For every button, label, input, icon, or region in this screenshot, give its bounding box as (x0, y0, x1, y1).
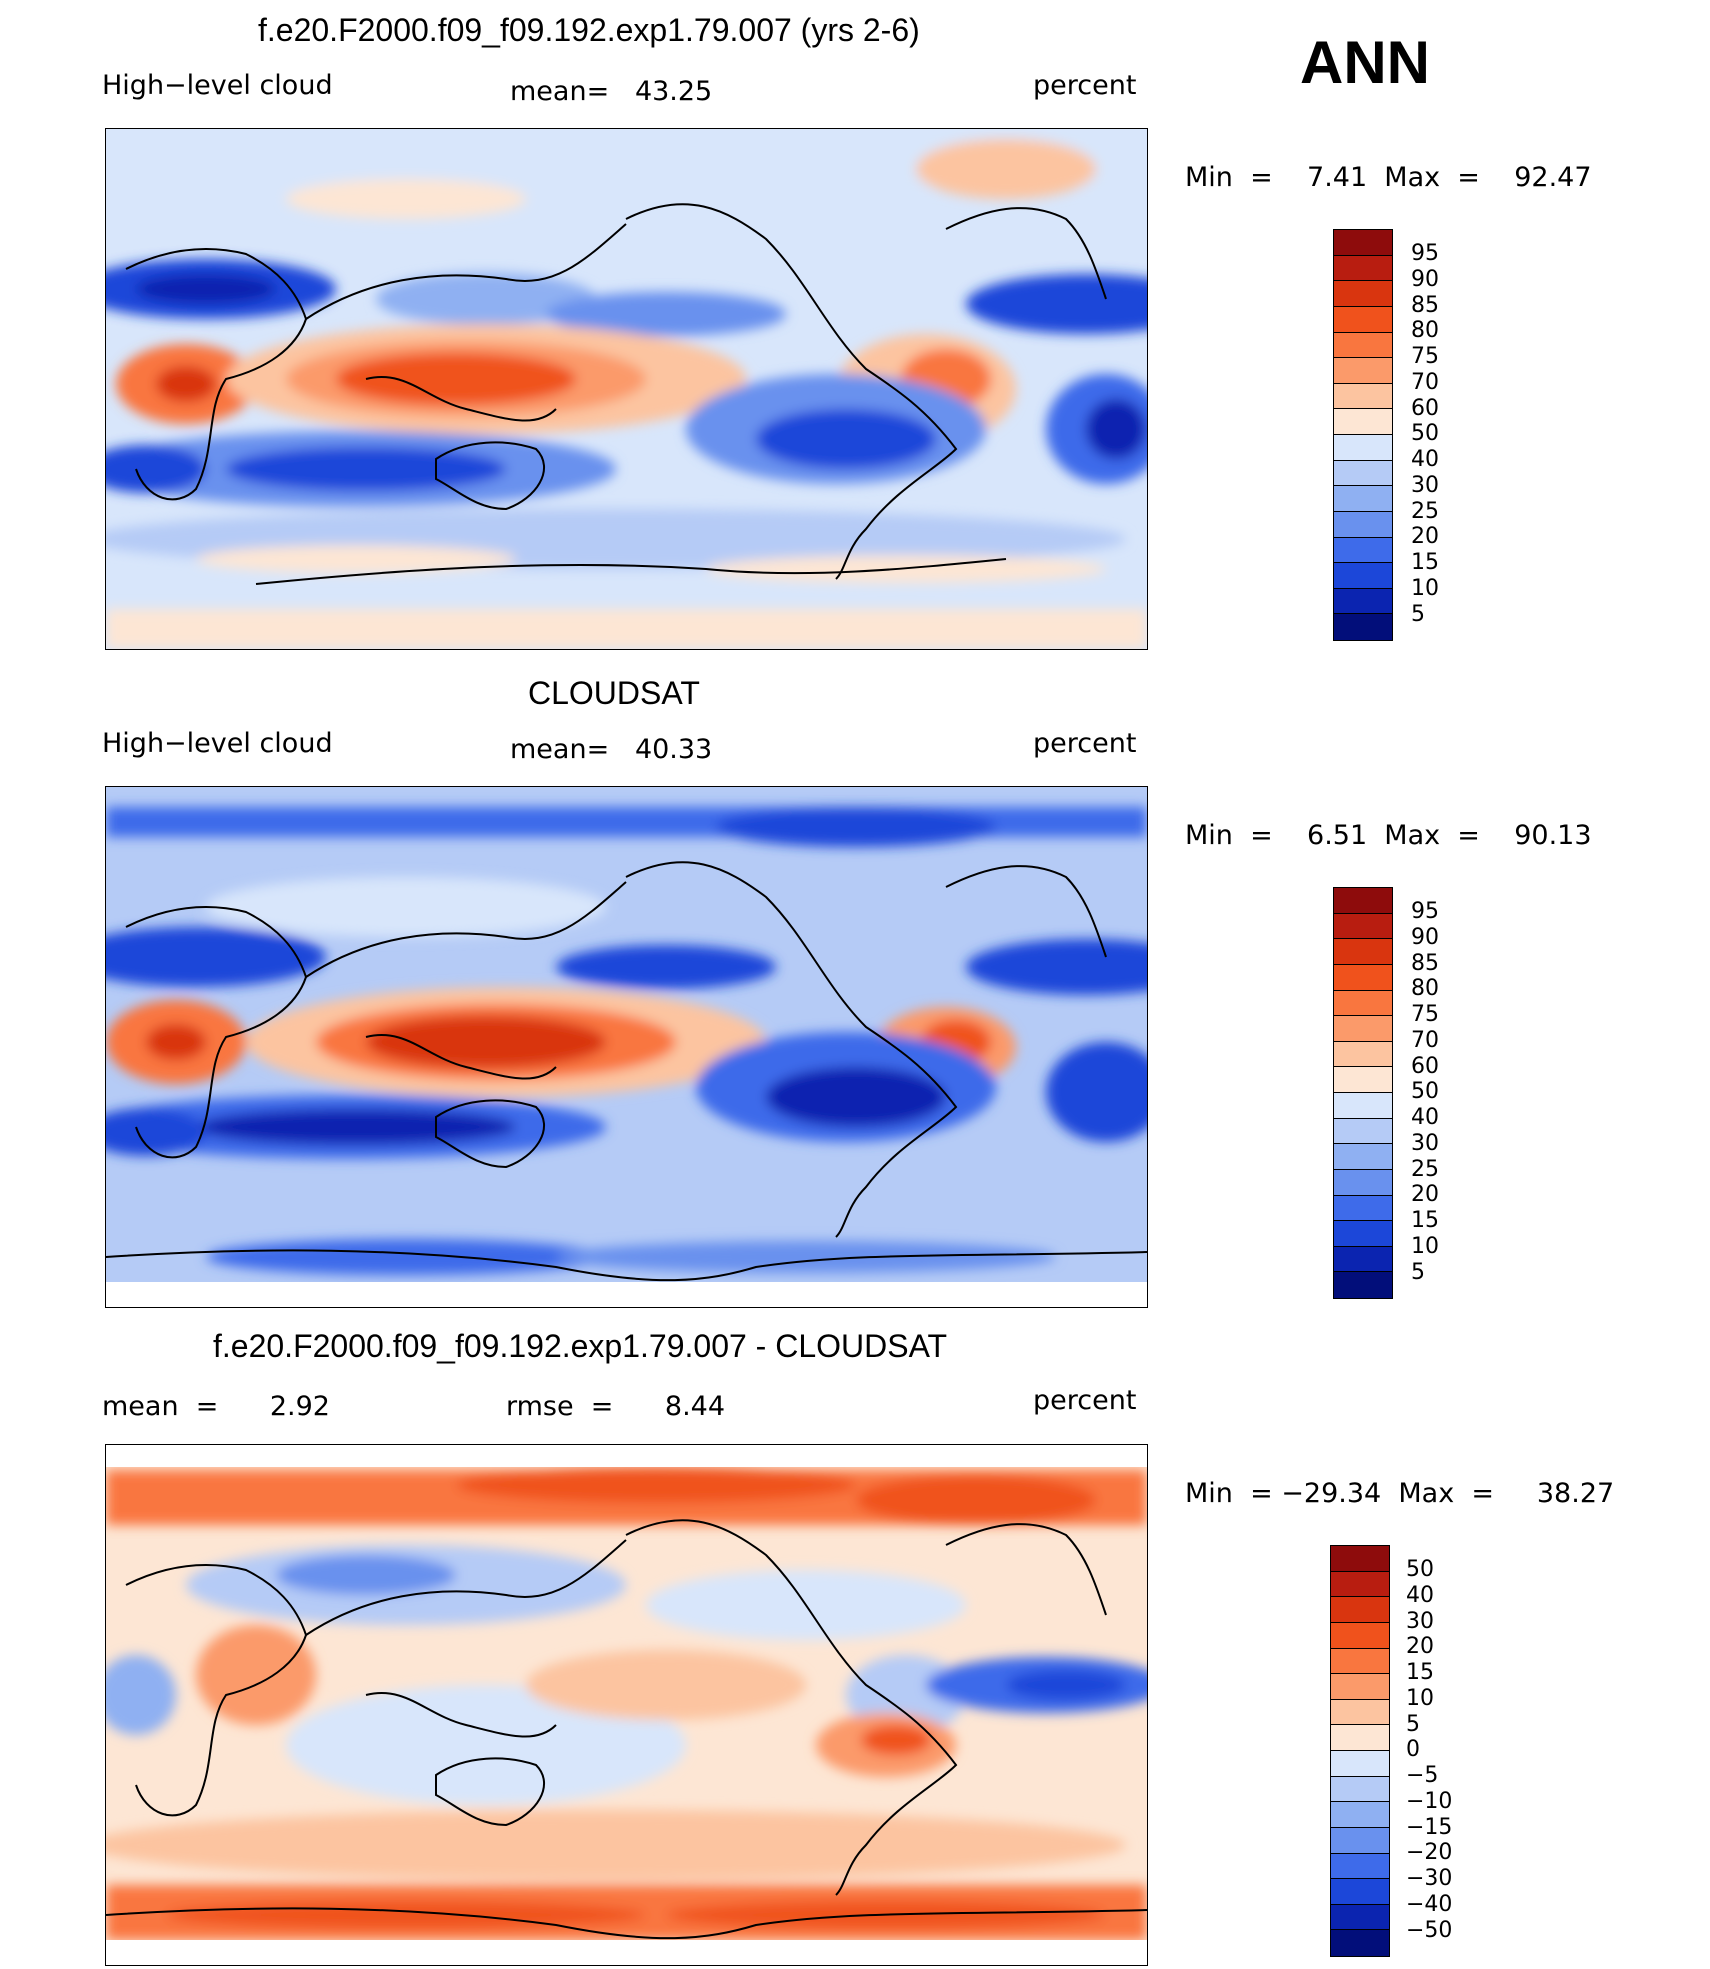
colorbar-tick-label: 80 (1411, 976, 1439, 1002)
panel-2-minmax: Min = 6.51 Max = 90.13 (1185, 820, 1592, 851)
colorbar-tick-label: 70 (1411, 1027, 1439, 1053)
colorbar-tick-label: 20 (1411, 1182, 1439, 1208)
colorbar-tick-label: −20 (1406, 1840, 1453, 1866)
colorbar-tick-label: 40 (1411, 1105, 1439, 1130)
panel-1-units-label: percent (1033, 70, 1137, 101)
colorbar-tick-label: 30 (1406, 1608, 1434, 1634)
colorbar-tick-label: 75 (1411, 1002, 1439, 1027)
panel-1-mean-label: mean= 43.25 (510, 76, 713, 107)
colorbar-tick-label: 20 (1411, 524, 1439, 550)
colorbar-tick-label: 10 (1411, 1233, 1439, 1259)
colorbar-tick-label: 70 (1411, 369, 1439, 395)
panel-1-title: f.e20.F2000.f09_f09.192.exp1.79.007 (yrs… (258, 12, 920, 48)
colorbar-tick-label: −40 (1406, 1891, 1453, 1917)
colorbar-tick-label: 5 (1411, 1259, 1425, 1285)
colorbar-tick-label: 30 (1411, 472, 1439, 498)
colorbar-tick-label: 60 (1411, 1053, 1439, 1079)
colorbar-tick-label: 90 (1411, 924, 1439, 950)
season-label: ANN (1300, 29, 1430, 96)
colorbar-tick-label: 15 (1406, 1660, 1434, 1685)
panel-1-map (105, 128, 1148, 650)
colorbar-tick-label: 50 (1406, 1557, 1434, 1582)
panel-2-mean-label: mean= 40.33 (510, 734, 713, 765)
colorbar-tick-label: 50 (1411, 421, 1439, 447)
colorbar-tick-label: 5 (1411, 601, 1425, 627)
colorbar-tick-label: 15 (1411, 1208, 1439, 1233)
colorbar-tick-label: −15 (1406, 1814, 1453, 1840)
colorbar-tick-label: 30 (1411, 1130, 1439, 1156)
panel-2-units-label: percent (1033, 728, 1137, 759)
panel-3-minmax: Min = −29.34 Max = 38.27 (1185, 1478, 1615, 1509)
colorbar-tick-label: 90 (1411, 266, 1439, 292)
colorbar-tick-label: 75 (1411, 344, 1439, 369)
colorbar-tick-label: 85 (1411, 950, 1439, 976)
colorbar-tick-label: −50 (1406, 1917, 1453, 1943)
panel-2-colorbar (1333, 887, 1393, 1299)
panel-3-units-label: percent (1033, 1385, 1137, 1416)
colorbar-tick-label: 15 (1411, 550, 1439, 575)
colorbar-tick-label: −10 (1406, 1788, 1453, 1814)
colorbar-tick-label: 10 (1406, 1685, 1434, 1711)
colorbar-tick-label: 50 (1411, 1079, 1439, 1105)
panel-2-title: CLOUDSAT (528, 675, 700, 711)
panel-2-variable-label: High−level cloud (102, 728, 333, 759)
panel-1-minmax: Min = 7.41 Max = 92.47 (1185, 162, 1592, 193)
panel-3-rmse-label: rmse = 8.44 (506, 1391, 726, 1422)
panel-2-map (105, 786, 1148, 1308)
colorbar-tick-label: 85 (1411, 292, 1439, 318)
panel-3-map (105, 1444, 1148, 1966)
panel-3-mean-label: mean = 2.92 (102, 1391, 330, 1422)
colorbar-tick-label: 5 (1406, 1711, 1420, 1737)
colorbar-tick-label: −5 (1406, 1763, 1439, 1788)
panel-1-variable-label: High−level cloud (102, 70, 333, 101)
colorbar-tick-label: 10 (1411, 575, 1439, 601)
colorbar-tick-label: 0 (1406, 1737, 1420, 1763)
colorbar-tick-label: 40 (1406, 1582, 1434, 1608)
panel-3-title: f.e20.F2000.f09_f09.192.exp1.79.007 - CL… (213, 1328, 948, 1364)
colorbar-tick-label: −30 (1406, 1866, 1453, 1891)
colorbar-tick-label: 40 (1411, 447, 1439, 472)
colorbar-tick-label: 25 (1411, 1156, 1439, 1182)
panel-3-colorbar (1330, 1545, 1390, 1957)
colorbar-tick-label: 60 (1411, 395, 1439, 421)
colorbar-tick-label: 95 (1411, 241, 1439, 266)
colorbar-tick-label: 95 (1411, 899, 1439, 924)
colorbar-tick-label: 25 (1411, 498, 1439, 524)
panel-1-colorbar (1333, 229, 1393, 641)
colorbar-tick-label: 80 (1411, 318, 1439, 344)
colorbar-tick-label: 20 (1406, 1634, 1434, 1660)
